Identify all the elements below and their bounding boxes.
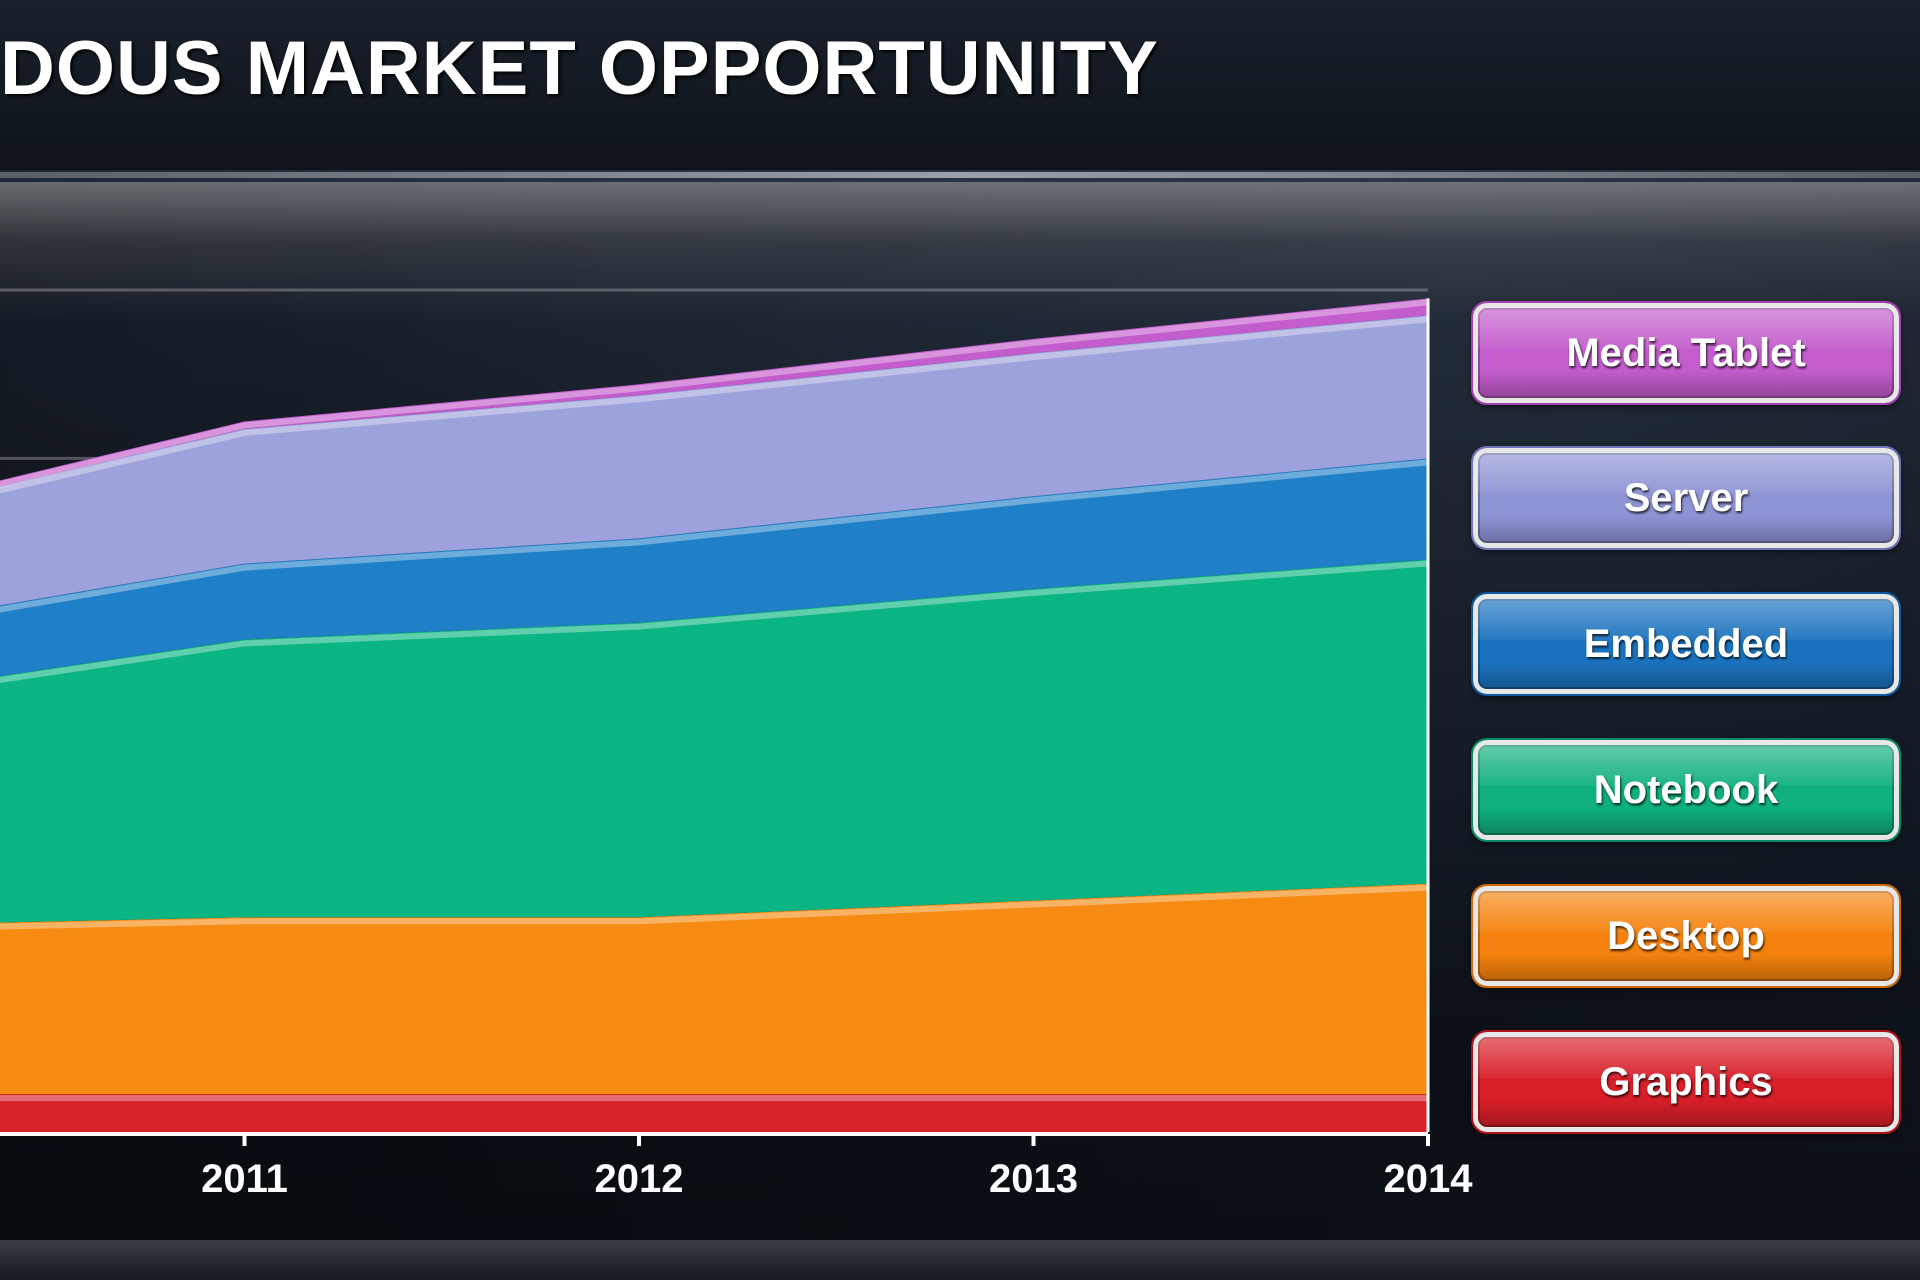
x-axis: 2011 2012 2013 2014 bbox=[0, 298, 1473, 1201]
area-notebook bbox=[0, 559, 1428, 923]
legend-item-server[interactable]: Server bbox=[1471, 446, 1901, 550]
area-desktop bbox=[0, 883, 1428, 1095]
legend-label: Server bbox=[1623, 475, 1749, 520]
area-graphics bbox=[0, 1094, 1428, 1132]
title-bar: DOUS MARKET OPPORTUNITY bbox=[0, 0, 1920, 170]
legend-item-graphics[interactable]: Graphics bbox=[1471, 1030, 1901, 1134]
legend-label: Embedded bbox=[1583, 621, 1789, 666]
legend-item-notebook[interactable]: Notebook bbox=[1471, 738, 1901, 842]
x-tick-label: 2013 bbox=[989, 1157, 1078, 1201]
bottom-strip bbox=[0, 1240, 1920, 1280]
area-server bbox=[0, 315, 1428, 606]
area-highlight bbox=[0, 316, 1429, 494]
legend-item-desktop[interactable]: Desktop bbox=[1471, 884, 1901, 988]
area-embedded bbox=[0, 458, 1428, 676]
x-tick-label: 2014 bbox=[1384, 1157, 1474, 1201]
area-highlight bbox=[0, 299, 1429, 488]
x-tick-label: 2012 bbox=[595, 1157, 684, 1201]
legend-item-embedded[interactable]: Embedded bbox=[1471, 592, 1901, 696]
area-media-tablet bbox=[0, 298, 1428, 487]
area-series bbox=[0, 298, 1429, 1132]
slide-title: DOUS MARKET OPPORTUNITY bbox=[0, 26, 1159, 111]
legend-item-media-tablet[interactable]: Media Tablet bbox=[1471, 301, 1901, 405]
area-highlight bbox=[0, 884, 1429, 930]
legend-label: Notebook bbox=[1593, 767, 1779, 812]
area-highlight bbox=[0, 459, 1429, 613]
area-highlight bbox=[0, 560, 1429, 683]
x-tick-label: 2011 bbox=[201, 1157, 288, 1201]
legend-label: Graphics bbox=[1599, 1059, 1773, 1104]
title-divider bbox=[0, 172, 1920, 178]
legend-label: Desktop bbox=[1607, 913, 1765, 958]
legend-label: Media Tablet bbox=[1566, 330, 1806, 375]
